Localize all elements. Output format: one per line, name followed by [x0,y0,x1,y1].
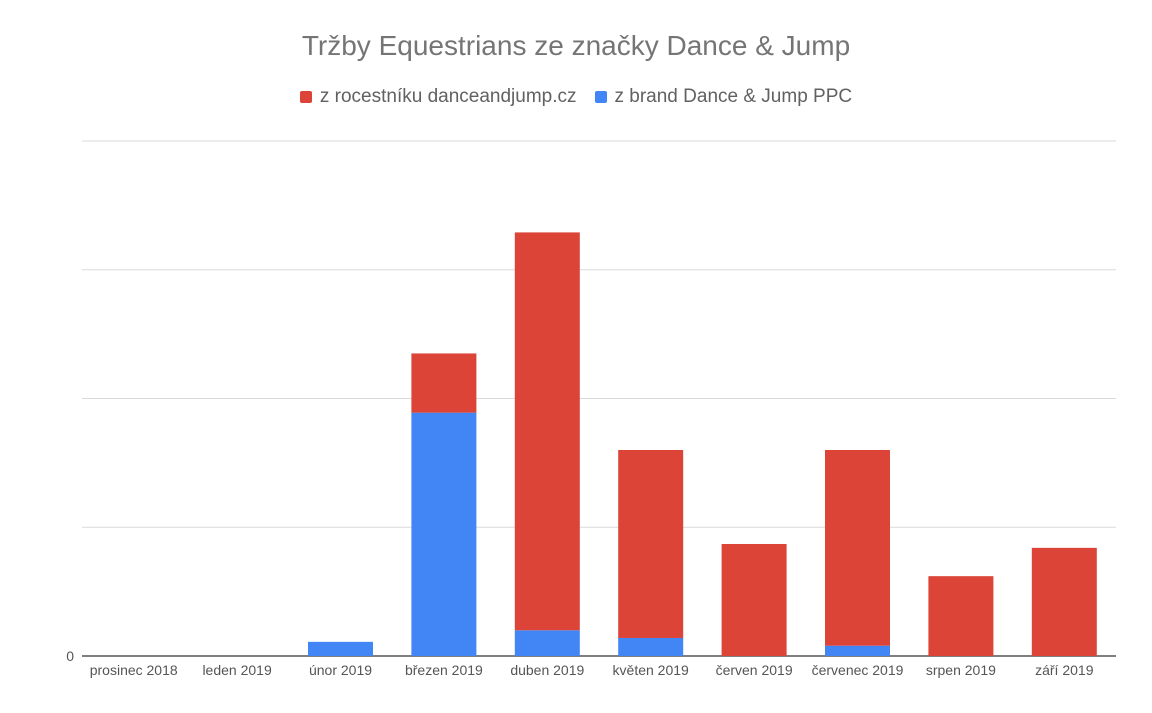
x-tick-label-6: červen 2019 [716,662,793,678]
x-tick-label-7: červenec 2019 [812,662,904,678]
x-tick-label-3: březen 2019 [405,662,483,678]
x-tick-label-0: prosinec 2018 [90,662,178,678]
bar-red-8 [928,576,994,656]
bar-red-3 [411,353,477,413]
label-layer: 0 prosinec 2018 leden 2019 únor 2019 březen … [66,648,1093,678]
legend-swatch-red [299,91,312,103]
bar-blue-4 [514,630,580,656]
x-tick-label-5: květen 2019 [613,662,689,678]
legend-label-blue: z brand Dance & Jump PPC [614,86,853,107]
bar-blue-3 [411,412,477,656]
x-tick-label-8: srpen 2019 [926,662,996,678]
x-tick-label-9: září 2019 [1035,662,1094,678]
bar-blue-7 [825,645,890,656]
chart-title: Tržby Equestrians ze značky Dance & Jump [301,30,851,61]
x-tick-label-2: únor 2019 [309,662,372,678]
bar-red-5 [618,450,684,638]
legend: z rocestníku danceandjump.cz z brand Dan… [0,86,1152,108]
bar-blue-5 [618,637,684,656]
bar-red-6 [721,543,787,656]
legend-swatch-blue [594,91,607,103]
y-tick-label-0: 0 [66,648,74,664]
x-tick-label-1: leden 2019 [202,662,272,678]
x-tick-label-4: duben 2019 [510,662,584,678]
legend-item-blue[interactable]: z brand Dance & Jump PPC [594,86,853,108]
bar-blue-2 [308,641,373,656]
grid-layer [82,140,1116,657]
legend-label-red: z rocestníku danceandjump.cz [319,86,577,107]
bar-red-7 [825,450,890,646]
bar-red-4 [514,232,580,631]
bar-layer [308,232,1097,656]
legend-item-red[interactable]: z rocestníku danceandjump.cz [299,86,577,108]
bar-red-9 [1031,547,1097,656]
